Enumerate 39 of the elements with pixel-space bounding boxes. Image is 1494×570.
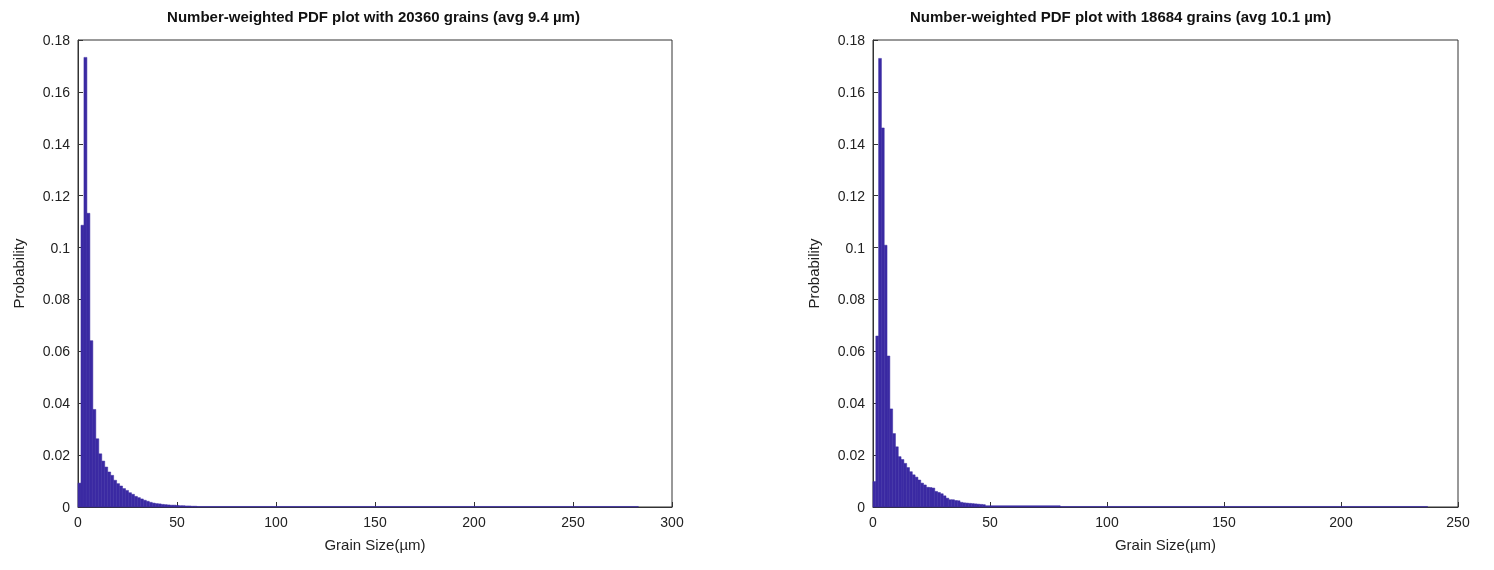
x-tick-label: 0: [869, 514, 878, 530]
y-tick-label: 0.16: [837, 83, 866, 100]
y-axis-title: Probability: [805, 237, 822, 309]
chart-title: Number-weighted PDF plot with 18684 grains (avg 10.1 µm): [909, 8, 1332, 25]
x-tick-label: 50: [982, 514, 998, 530]
y-tick-label: 0.04: [42, 395, 71, 412]
chart-title: Number-weighted PDF plot with 20360 grains (avg 9.4 µm): [167, 8, 580, 25]
y-tick-label: 0.18: [42, 32, 71, 48]
y-tick-label: 0.16: [42, 83, 71, 100]
x-tick-label: 200: [1329, 514, 1353, 530]
x-tick-label: 150: [1212, 514, 1236, 530]
y-tick-label: 0.12: [42, 187, 71, 204]
y-tick-label: 0.14: [837, 135, 866, 152]
y-tick-label: 0.08: [42, 291, 71, 308]
y-tick-label: 0.14: [42, 135, 71, 152]
x-tick-label: 300: [660, 514, 684, 530]
y-tick-label: 0.18: [837, 32, 866, 48]
y-tick-label: 0: [857, 499, 866, 515]
y-tick-label: 0: [62, 499, 71, 515]
y-tick-label: 0.1: [50, 239, 71, 256]
x-tick-label: 100: [264, 514, 288, 530]
y-tick-label: 0.06: [42, 343, 71, 360]
x-tick-label: 150: [363, 514, 387, 530]
y-tick-label: 0.06: [837, 343, 866, 360]
y-tick-label: 0.12: [837, 187, 866, 204]
x-tick-label: 250: [1446, 514, 1470, 530]
x-tick-label: 50: [169, 514, 185, 530]
y-tick-label: 0.1: [845, 239, 866, 256]
y-tick-label: 0.02: [837, 447, 866, 464]
y-axis-title: Probability: [10, 237, 27, 309]
y-tick-label: 0.04: [837, 395, 866, 412]
x-tick-label: 100: [1095, 514, 1119, 530]
x-axis-title: Grain Size(µm): [324, 536, 426, 553]
x-axis-title: Grain Size(µm): [1114, 536, 1217, 553]
x-tick-label: 0: [74, 514, 83, 530]
y-tick-label: 0.02: [42, 447, 71, 464]
x-tick-label: 200: [462, 514, 486, 530]
y-tick-label: 0.08: [837, 291, 866, 308]
x-tick-label: 250: [561, 514, 585, 530]
